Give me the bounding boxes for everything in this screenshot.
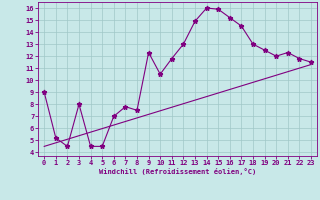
X-axis label: Windchill (Refroidissement éolien,°C): Windchill (Refroidissement éolien,°C) xyxy=(99,168,256,175)
